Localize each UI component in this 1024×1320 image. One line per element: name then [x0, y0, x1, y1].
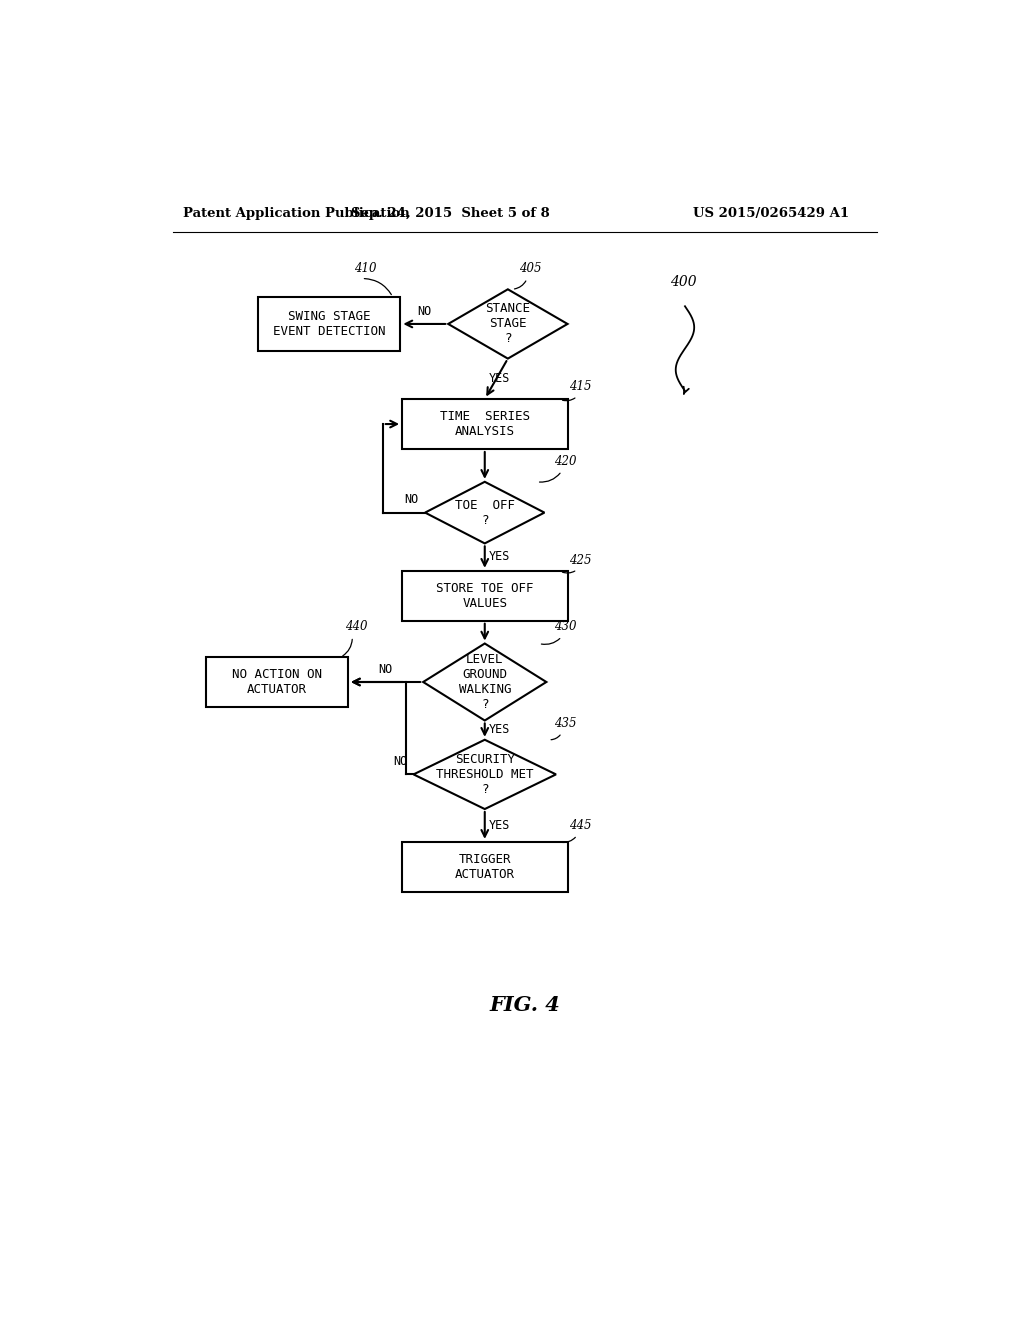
Text: YES: YES — [488, 818, 510, 832]
Text: TIME  SERIES
ANALYSIS: TIME SERIES ANALYSIS — [439, 411, 529, 438]
Text: 440: 440 — [345, 620, 368, 634]
Text: 420: 420 — [554, 455, 577, 469]
Text: 400: 400 — [670, 276, 696, 289]
Text: YES: YES — [488, 723, 510, 737]
Polygon shape — [449, 289, 567, 359]
Text: 405: 405 — [519, 263, 542, 276]
Bar — [206, 657, 348, 708]
Text: 435: 435 — [554, 717, 577, 730]
Text: SWING STAGE
EVENT DETECTION: SWING STAGE EVENT DETECTION — [273, 310, 385, 338]
Bar — [402, 399, 567, 449]
Polygon shape — [425, 482, 545, 544]
Bar — [258, 297, 400, 351]
Text: STORE TOE OFF
VALUES: STORE TOE OFF VALUES — [436, 582, 534, 610]
Bar — [402, 842, 567, 892]
Text: 445: 445 — [569, 820, 592, 832]
Text: TOE  OFF
?: TOE OFF ? — [455, 499, 515, 527]
Polygon shape — [423, 644, 547, 721]
Text: NO: NO — [404, 494, 419, 507]
Text: YES: YES — [488, 550, 510, 564]
Text: 430: 430 — [554, 620, 577, 634]
Polygon shape — [414, 739, 556, 809]
Text: TRIGGER
ACTUATOR: TRIGGER ACTUATOR — [455, 853, 515, 880]
Text: FIG. 4: FIG. 4 — [489, 995, 560, 1015]
Text: Sep. 24, 2015  Sheet 5 of 8: Sep. 24, 2015 Sheet 5 of 8 — [351, 207, 550, 220]
Text: STANCE
STAGE
?: STANCE STAGE ? — [485, 302, 530, 346]
Text: US 2015/0265429 A1: US 2015/0265429 A1 — [692, 207, 849, 220]
Text: Patent Application Publication: Patent Application Publication — [183, 207, 410, 220]
Text: LEVEL
GROUND
WALKING
?: LEVEL GROUND WALKING ? — [459, 653, 511, 711]
Text: 415: 415 — [569, 380, 592, 393]
Text: NO: NO — [393, 755, 408, 768]
Text: SECURITY
THRESHOLD MET
?: SECURITY THRESHOLD MET ? — [436, 752, 534, 796]
Text: NO ACTION ON
ACTUATOR: NO ACTION ON ACTUATOR — [231, 668, 322, 696]
Text: NO: NO — [378, 663, 392, 676]
Bar — [402, 570, 567, 620]
Text: 425: 425 — [569, 553, 592, 566]
Text: 410: 410 — [354, 263, 377, 276]
Text: YES: YES — [488, 372, 510, 385]
Text: NO: NO — [417, 305, 431, 318]
